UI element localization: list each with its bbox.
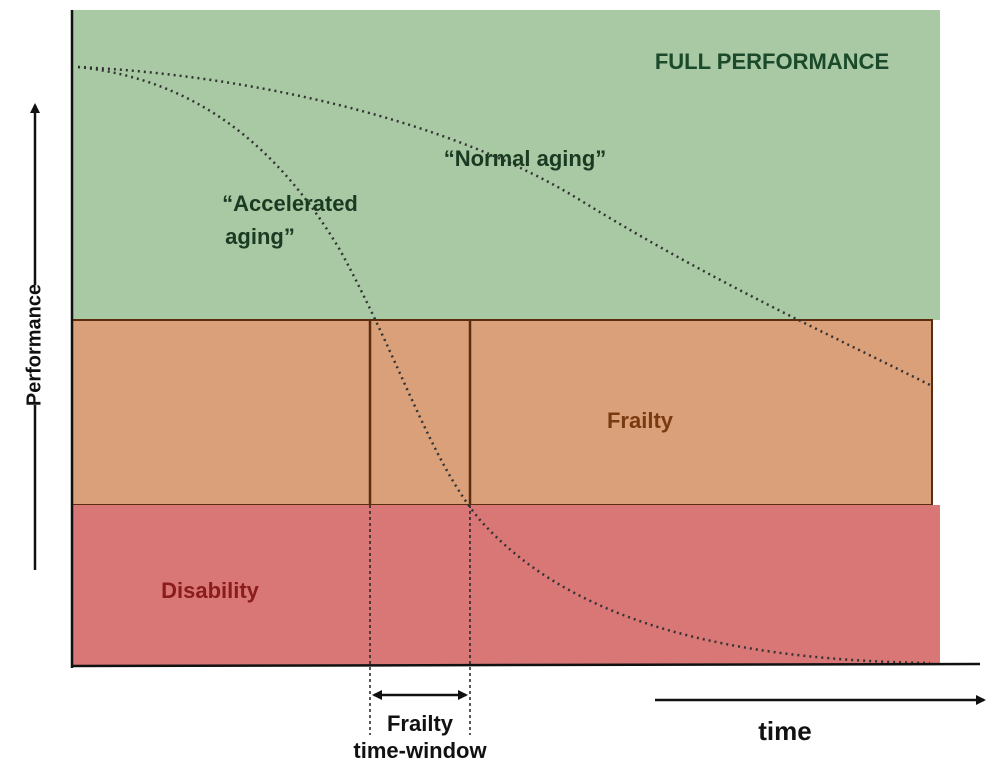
- y-label: Performance: [23, 284, 45, 406]
- frailty-label: Frailty: [607, 408, 674, 433]
- x-label: time: [758, 716, 811, 746]
- disability-label: Disability: [161, 578, 260, 603]
- accelerated-label: aging”: [225, 224, 295, 249]
- accelerated-label: “Accelerated: [222, 191, 358, 216]
- accelerated-aging-curve: [77, 65, 931, 665]
- full-label: FULL PERFORMANCE: [655, 49, 889, 74]
- window-label: time-window: [353, 738, 487, 763]
- normal-label: “Normal aging”: [444, 146, 607, 171]
- full-performance-zone: [72, 10, 940, 320]
- label-bg: [18, 285, 52, 405]
- window-label: Frailty: [387, 711, 454, 736]
- x-axis: [71, 662, 981, 668]
- frailty-zone: [71, 319, 933, 506]
- normal-aging-curve: [77, 65, 931, 387]
- disability-zone: [72, 505, 940, 665]
